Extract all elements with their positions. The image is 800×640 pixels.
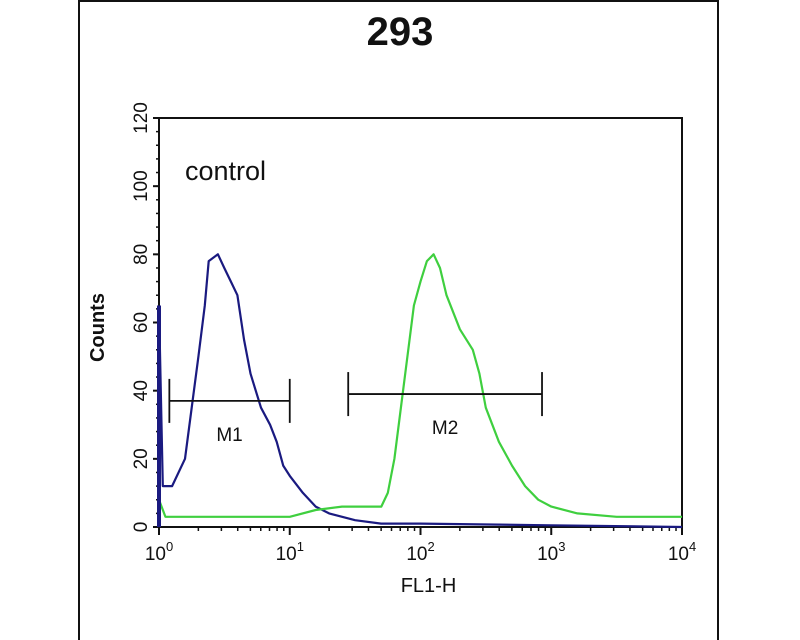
y-tick-label: 20	[131, 448, 152, 469]
y-axis-label: Counts	[87, 293, 109, 362]
histogram-chart: 0 20 40 60 80 100 120 100 101 102 103 104 FL1-H Count…	[87, 102, 696, 597]
x-tick-label: 100	[145, 539, 173, 565]
control-histogram-line	[157, 253, 683, 529]
x-tick-label: 104	[668, 539, 696, 565]
x-tick-label: 103	[537, 539, 565, 565]
x-axis-label: FL1-H	[401, 575, 457, 597]
marker-m1-label: M1	[216, 425, 242, 446]
y-tick-label: 80	[131, 244, 152, 265]
control-annotation: control	[185, 156, 266, 186]
chart-title: 293	[366, 10, 434, 54]
y-tick-label: 0	[131, 522, 152, 533]
x-tick-label: 101	[276, 539, 304, 565]
y-tick-label: 120	[131, 102, 152, 134]
image-frame	[78, 0, 719, 640]
y-tick-label: 100	[131, 170, 152, 202]
y-tick-label: 40	[131, 380, 152, 401]
marker-m2-label: M2	[432, 418, 458, 439]
x-tick-label: 102	[406, 539, 434, 565]
y-tick-label: 60	[131, 312, 152, 333]
sample-histogram-line	[157, 253, 682, 518]
